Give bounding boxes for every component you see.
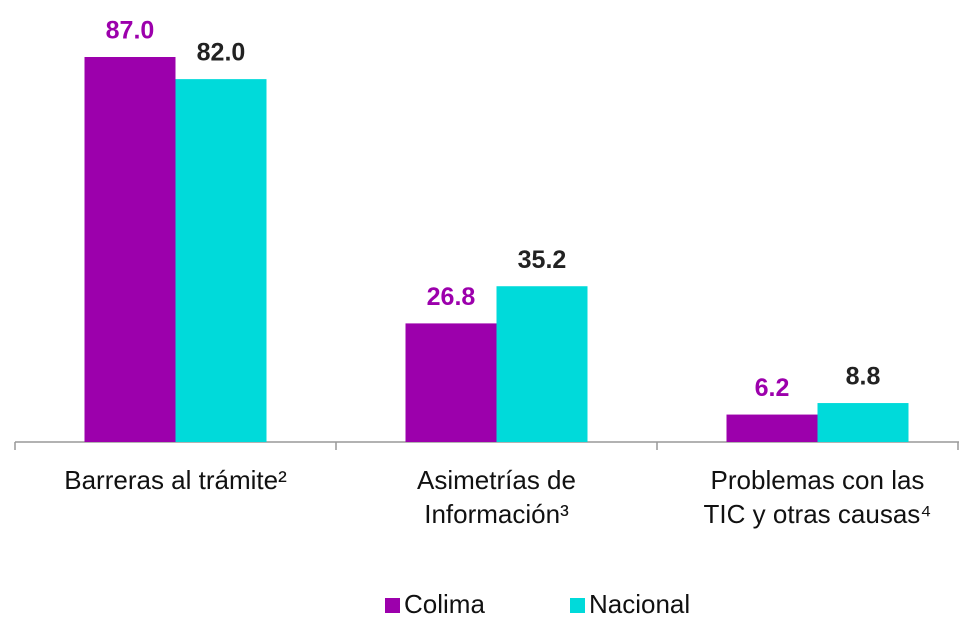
bar [817,403,909,442]
legend-label: Nacional [589,589,690,619]
legend-label: Colima [404,589,485,619]
data-label: 26.8 [427,283,476,311]
bar [84,57,176,442]
data-label: 87.0 [106,17,155,45]
x-tick-label: Problemas con las TIC y otras causas⁴ [704,465,932,529]
bar [496,286,588,442]
legend-swatch [570,598,585,613]
data-label: 82.0 [197,39,246,67]
data-label: 8.8 [846,363,881,391]
data-label: 6.2 [755,374,790,402]
bar [405,323,497,442]
bar [726,414,818,442]
data-label: 35.2 [518,246,567,274]
x-tick-label: Barreras al trámite² [64,465,287,495]
x-tick-label: Asimetrías de Información³ [417,465,576,529]
legend-swatch [385,598,400,613]
bar [175,79,267,442]
